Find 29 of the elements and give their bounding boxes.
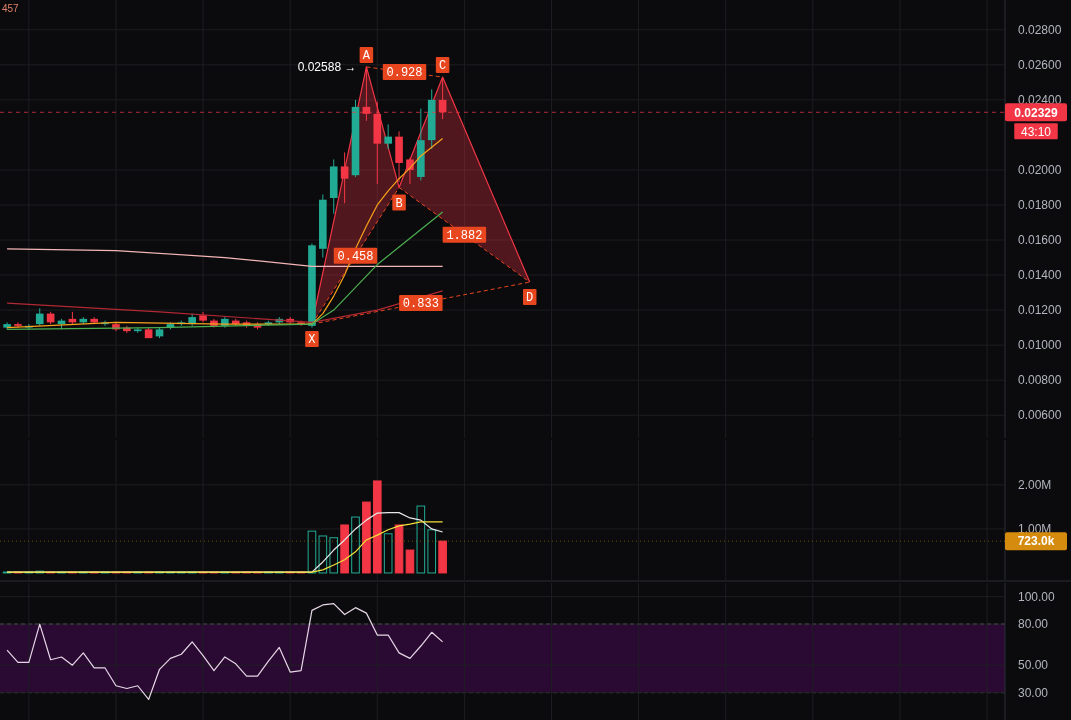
y-tick-label: 0.01400 [1018,268,1062,283]
y-tick-label: 0.01200 [1018,303,1062,318]
annotation: 457 [2,2,20,14]
y-tick-label: 30.00 [1018,685,1049,700]
ref-line-label: 0.02329 [1014,105,1059,120]
y-tick-label: 0.00600 [1018,408,1062,423]
y-tick-label: 50.00 [1018,658,1049,673]
annotation: 1.882 [446,228,483,243]
y-tick-label: 0.00800 [1018,373,1062,388]
annotation: 0.02588 → [297,60,357,75]
y-tick-label: 0.01800 [1018,198,1062,213]
y-tick-label: 0.02600 [1018,58,1062,73]
y-tick-label: 0.02800 [1018,22,1062,37]
text: 43:10 [1020,124,1052,139]
y-tick-label: 100.00 [1018,589,1056,604]
annotation: B [395,196,403,211]
y-tick-label: 0.02000 [1018,163,1062,178]
y-tick-label: 0.01600 [1018,233,1062,248]
annotation: A [362,49,371,64]
y-tick-label: 80.00 [1018,617,1049,632]
annotation: 0.458 [337,249,374,264]
ref-line-label: 723.0k [1017,534,1055,549]
annotation: C [439,59,447,74]
annotation: X [308,333,316,348]
annotation: 0.928 [386,66,423,81]
y-tick-label: 2.00M [1018,478,1052,493]
annotation: 0.833 [402,297,439,312]
annotation: D [526,291,534,306]
y-tick-label: 0.01000 [1018,338,1062,353]
